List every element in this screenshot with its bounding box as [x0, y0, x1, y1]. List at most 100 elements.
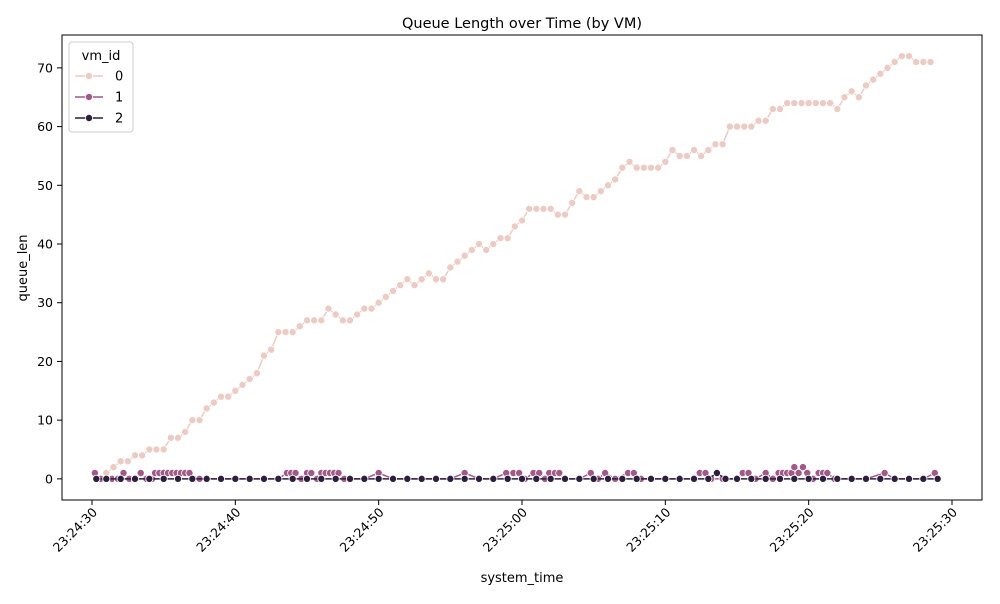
series-2-point-47: [747, 474, 756, 483]
series-2-point-6: [173, 474, 182, 483]
series-0-point-52: [467, 245, 476, 254]
series-0-point-2: [109, 463, 118, 472]
series-0-point-104: [840, 93, 849, 102]
series-0-point-6: [138, 451, 147, 460]
series-0-point-28: [295, 322, 304, 331]
y-tick-label-5: 50: [37, 178, 53, 193]
series-2-point-13: [274, 474, 283, 483]
series-0-point-32: [324, 304, 333, 313]
series-0-point-11: [173, 433, 182, 442]
chart-title: Queue Length over Time (by VM): [402, 16, 642, 32]
y-tick-label-2: 20: [37, 354, 53, 369]
series-2-point-19: [360, 474, 369, 483]
series-2-point-28: [489, 474, 498, 483]
series-0-point-72: [611, 175, 620, 184]
series-2-point-37: [618, 474, 627, 483]
series-2-point-22: [403, 474, 412, 483]
x-tick-label-1: 23:24:40: [193, 504, 243, 554]
series-0-point-47: [431, 275, 440, 284]
x-tick-label-5: 23:25:20: [766, 504, 816, 554]
series-0-point-70: [596, 187, 605, 196]
legend-items: 0 1 2: [75, 70, 123, 127]
series-0-point-87: [718, 140, 727, 149]
series-1-point-96: [823, 468, 832, 477]
series-0-point-36: [353, 310, 362, 319]
series-0-point-16: [209, 398, 218, 407]
series-0-point-78: [654, 163, 663, 172]
series-2-point-35: [589, 474, 598, 483]
series-0-point-9: [159, 445, 168, 454]
series-0-point-45: [417, 275, 426, 284]
series-0-point-25: [274, 328, 283, 337]
x-tick-label-6: 23:25:30: [910, 504, 960, 554]
series-0-point-90: [740, 122, 749, 131]
series-0-point-106: [854, 93, 863, 102]
series-2-point-1: [102, 474, 111, 483]
y-tick-label-4: 40: [37, 237, 53, 252]
series-0-point-12: [181, 427, 190, 436]
series-0-point-97: [790, 99, 799, 108]
series-0-point-76: [639, 163, 648, 172]
series-2-point-32: [546, 474, 555, 483]
series-0-point-112: [897, 52, 906, 61]
series-0-point-48: [439, 275, 448, 284]
series-2-point-46: [733, 474, 742, 483]
series-2-point-3: [130, 474, 139, 483]
series-0: [95, 52, 935, 483]
legend-item-1: 1: [75, 91, 123, 106]
series-2-point-9: [216, 474, 225, 483]
series-0-point-41: [388, 286, 397, 295]
series-0-point-17: [216, 392, 225, 401]
series-0-point-5: [130, 451, 139, 460]
legend-label-2: 2: [115, 112, 123, 127]
legend: vm_id 0 1 2: [68, 41, 134, 133]
series-0-point-55: [489, 240, 498, 249]
series-0-point-63: [546, 204, 555, 213]
series-2-point-56: [876, 474, 885, 483]
series-0-point-10: [166, 433, 175, 442]
series-0-point-111: [890, 58, 899, 67]
series-0-point-81: [675, 151, 684, 160]
series-0-point-53: [474, 240, 483, 249]
series-line-0: [98, 55, 931, 480]
series-0-point-62: [539, 204, 548, 213]
series-2-point-30: [518, 474, 527, 483]
series-0-point-40: [381, 292, 390, 301]
series-0-point-37: [360, 304, 369, 313]
series-2-point-17: [331, 474, 340, 483]
legend-marker-2: [85, 114, 94, 123]
series-1-point-33: [307, 468, 316, 477]
x-axis-label: system_time: [481, 571, 564, 586]
series-2-point-53: [833, 474, 842, 483]
series-2-point-39: [647, 474, 656, 483]
series-0-point-91: [747, 122, 756, 131]
series-2: [92, 468, 942, 483]
series-0-point-92: [754, 116, 763, 125]
series-0-point-35: [345, 316, 354, 325]
series-0-point-79: [661, 157, 670, 166]
y-tick-label-0: 0: [45, 471, 53, 486]
series-0-point-42: [396, 281, 405, 290]
x-axis: 23:24:30 23:24:40 23:24:50 23:25:00 23:25:10…: [50, 500, 960, 555]
series-1-point-8: [136, 468, 145, 477]
series-2-point-4: [145, 474, 154, 483]
series-2-point-23: [417, 474, 426, 483]
series-0-point-113: [905, 52, 914, 61]
series-2-point-51: [804, 474, 813, 483]
series-2-point-29: [503, 474, 512, 483]
series-0-point-19: [231, 386, 240, 395]
series-0-point-61: [532, 204, 541, 213]
series-0-point-98: [797, 99, 806, 108]
series-0-point-57: [503, 234, 512, 243]
series-2-point-42: [690, 474, 699, 483]
series-0-point-86: [711, 140, 720, 149]
series-2-point-11: [245, 474, 254, 483]
series-0-point-77: [647, 163, 656, 172]
series-2-point-58: [905, 474, 914, 483]
series-0-point-29: [302, 316, 311, 325]
series-0-point-82: [682, 151, 691, 160]
series-2-point-55: [862, 474, 871, 483]
series-0-point-33: [331, 310, 340, 319]
y-tick-label-7: 70: [37, 60, 53, 75]
series-1-point-90: [794, 468, 803, 477]
